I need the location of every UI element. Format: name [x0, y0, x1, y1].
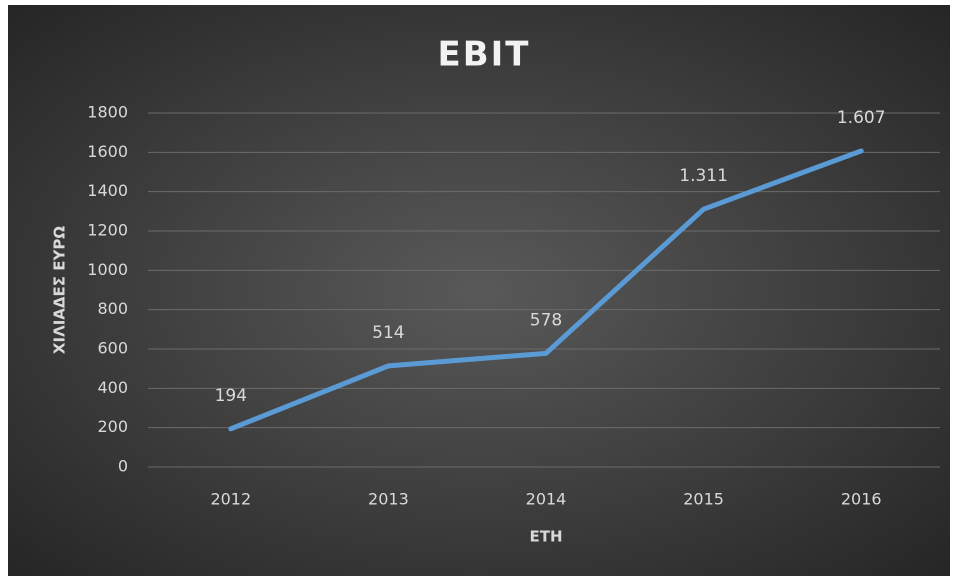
data-label: 1.311 [679, 166, 728, 186]
y-tick-label: 600 [97, 339, 128, 358]
x-tick-label: 2013 [368, 490, 409, 509]
x-tick-label: 2015 [683, 490, 724, 509]
data-label: 578 [530, 310, 562, 330]
x-tick-label: 2014 [526, 490, 567, 509]
y-tick-label: 400 [97, 378, 128, 397]
data-label: 1.607 [837, 108, 886, 128]
x-tick-label: 2016 [841, 490, 882, 509]
y-tick-label: 1000 [87, 260, 128, 279]
chart-background [8, 5, 950, 576]
y-tick-label: 1600 [87, 142, 128, 161]
chart-title: EBIT [438, 35, 531, 75]
y-tick-label: 1800 [87, 103, 128, 122]
data-label: 194 [215, 386, 247, 406]
y-tick-label: 200 [97, 417, 128, 436]
y-tick-label: 1400 [87, 181, 128, 200]
data-line [228, 148, 864, 432]
y-tick-label: 1200 [87, 221, 128, 240]
data-label: 514 [372, 323, 404, 343]
y-tick-label: 800 [97, 299, 128, 318]
y-axis-title: ΧΙΛΙΑΔΕΣ ΕΥΡΩ [51, 226, 69, 354]
x-axis-title: ΕΤΗ [529, 528, 562, 546]
x-tick-label: 2012 [210, 490, 251, 509]
y-tick-label: 0 [118, 457, 128, 476]
